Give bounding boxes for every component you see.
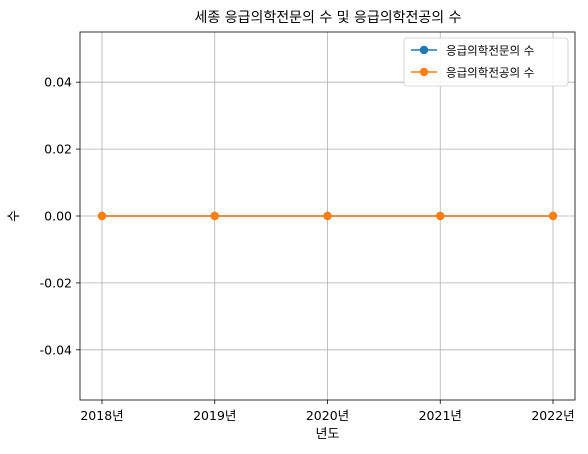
legend-marker — [419, 67, 429, 77]
legend-label: 응급의학전공의 수 — [446, 66, 534, 80]
x-tick-label: 2020년 — [306, 408, 349, 423]
y-tick-label: -0.04 — [40, 342, 72, 357]
y-axis-label: 수 — [7, 210, 22, 222]
data-point — [436, 211, 445, 221]
chart-title: 세종 응급의학전문의 수 및 응급의학전공의 수 — [195, 10, 462, 26]
legend-item: 응급의학전문의 수 — [411, 44, 534, 58]
x-axis-label: 년도 — [316, 427, 340, 442]
data-point — [97, 211, 107, 221]
series-2 — [97, 211, 558, 221]
data-point — [548, 211, 558, 221]
x-tick-label: 2018년 — [80, 408, 123, 423]
series-layer — [97, 211, 558, 221]
x-tick-label: 2021년 — [419, 408, 462, 423]
legend-label: 응급의학전문의 수 — [446, 44, 534, 58]
y-tick-label: -0.02 — [40, 275, 72, 290]
data-point — [323, 211, 332, 221]
x-tick-label: 2022년 — [531, 408, 574, 423]
legend-item: 응급의학전공의 수 — [411, 66, 534, 80]
y-tick-label: 0.02 — [44, 142, 72, 157]
y-tick-label: 0.04 — [44, 75, 72, 90]
legend-marker — [419, 45, 429, 55]
data-point — [210, 211, 219, 221]
y-tick-label: 0.00 — [44, 209, 72, 224]
x-tick-label: 2019년 — [193, 408, 236, 423]
legend-box — [403, 37, 569, 87]
axis-ticks: 2018년 2019년 2020년 2021년 2022년 -0.04 -0.02 0.00 0… — [40, 75, 575, 423]
